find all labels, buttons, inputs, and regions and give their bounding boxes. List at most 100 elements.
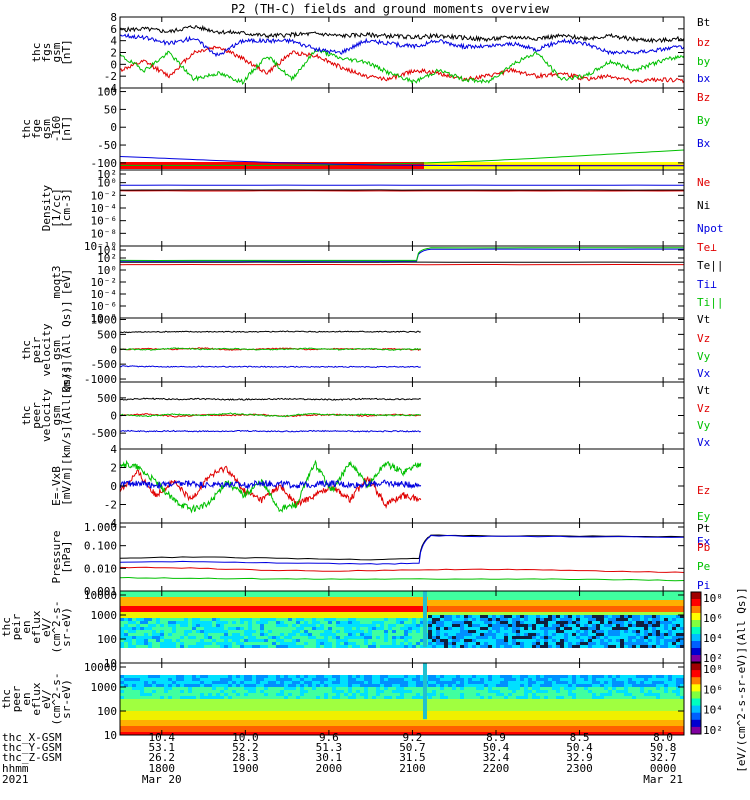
density-ylabel-2: [cm-3]	[60, 188, 73, 228]
pressure-ytick-label-1: 0.100	[84, 540, 117, 553]
peer_eflux-heatmap	[120, 663, 684, 735]
fge-legend-1: By	[697, 114, 711, 127]
peer_velocity-legend-3: Vx	[697, 436, 711, 449]
fge-frame	[119, 87, 685, 171]
peir_eflux-ytick-label-2: 100	[97, 633, 117, 646]
colorbar-0-tick-2: 10⁴	[703, 632, 723, 645]
peir_eflux-ytick-label-0: 10000	[84, 589, 117, 602]
fge-legend-0: Bz	[697, 91, 710, 104]
temperature-legend-0: Te⊥	[697, 241, 717, 254]
fgs-ytick-label-4: 4	[110, 35, 117, 48]
ephem-2-4: 32.4	[483, 751, 510, 764]
peer_velocity-ylabel-1: peer	[30, 402, 43, 429]
efield-ylabel-1: [mV/m]	[60, 466, 73, 506]
ephem-2-0: 26.2	[149, 751, 176, 764]
ephem-0-6: 8.0	[653, 731, 673, 744]
density-ylabel-1: [1/cc]	[50, 188, 63, 228]
fgs-series-1	[119, 45, 685, 85]
peer_eflux-ylabel-1: peer	[10, 685, 23, 712]
colorbar-0-seg-9	[691, 655, 701, 663]
colorbar-1-seg-9	[691, 726, 701, 735]
colorbar-1-seg-7	[691, 712, 701, 721]
peer_velocity-legend-2: Vy	[697, 419, 711, 432]
temperature-ytick-label-4: 10⁻⁴	[91, 288, 118, 301]
peer_eflux-ylabel-4: eV/	[40, 689, 53, 709]
fgs-ytick-label-6: 8	[110, 11, 117, 24]
colorbar-1-seg-2	[691, 677, 701, 685]
temperature-ylabel-0: moqt3	[50, 265, 63, 298]
fgs-ylabel-2: gsm	[50, 42, 63, 62]
ephem-0-5: 8.5	[570, 731, 590, 744]
efield-legend-2: Ex	[697, 535, 711, 548]
efield-ytick-label-3: 2	[110, 462, 117, 475]
peer_eflux-ylabel-5: (cm^2-s-	[50, 673, 63, 726]
efield-ylabel-0: E=-VxB	[50, 466, 63, 506]
colorbar-1-seg-4	[691, 691, 701, 699]
fgs-series-0	[119, 24, 685, 44]
colorbar-1-seg-6	[691, 705, 701, 714]
ephem-0-0: 10.4	[149, 731, 176, 744]
colorbar-0-seg-3	[691, 613, 701, 621]
ephem-1-3: 50.7	[399, 741, 426, 754]
peer_velocity-ylabel-3: gsm	[50, 405, 63, 425]
colorbar-0-tick-0: 10⁸	[703, 592, 723, 605]
temperature-ytick-label-2: 10⁰	[97, 264, 117, 277]
peir_eflux-ylabel-4: eV/	[40, 617, 53, 637]
temperature-ytick-label-6: 10⁻⁸	[91, 312, 118, 325]
peer_velocity-legend-0: Vt	[697, 384, 710, 397]
peer_velocity-ylabel-4: [km/s](All Qs)]	[60, 366, 73, 465]
temperature-frame	[119, 245, 685, 319]
pressure-series-0	[119, 534, 685, 561]
temperature-legend-1: Te||	[697, 259, 724, 272]
peer_eflux-ylabel-3: eflux	[30, 682, 43, 715]
ephem-0-2: 9.6	[319, 731, 339, 744]
peir_eflux-ylabel-1: peir	[10, 613, 23, 640]
date-start: Mar 20	[142, 773, 182, 786]
colorbar-0-seg-6	[691, 634, 701, 642]
peer_velocity-ylabel-0: thc	[20, 406, 33, 426]
peir_eflux-ytick-label-1: 1000	[91, 609, 118, 622]
temperature-ytick-label-0: 10⁴	[97, 244, 117, 257]
peir_velocity-ytick-label-1: -500	[91, 358, 118, 371]
peir_velocity-legend-1: Vz	[697, 332, 710, 345]
ephem-3-4: 2200	[483, 762, 510, 775]
density-legend-2: Npot	[697, 222, 724, 235]
fge-series-2	[119, 156, 684, 167]
pressure-ylabel-1: [nPa]	[60, 540, 73, 573]
temperature-series-3	[119, 247, 684, 262]
ephem-1-5: 50.4	[566, 741, 593, 754]
peir_eflux-ylabel-5: (cm^2-s-	[50, 601, 63, 654]
density-legend-0: Ne	[697, 176, 710, 189]
efield-series-2	[119, 479, 422, 490]
peer_eflux-frame	[119, 662, 685, 736]
colorbar-0-seg-0	[691, 592, 701, 600]
fgs-ylabel-3: [nT]	[60, 39, 73, 66]
colorbar-1-seg-8	[691, 719, 701, 728]
ephem-3-5: 2300	[566, 762, 593, 775]
peer_eflux-ylabel-6: sr-eV)	[60, 679, 73, 719]
temperature-ytick-label-5: 10⁻⁶	[91, 300, 118, 313]
temperature-legend-2: Ti⊥	[697, 278, 717, 291]
pressure-legend-3: Pi	[697, 579, 710, 592]
density-ytick-label-5: 10⁻⁸	[91, 227, 118, 240]
ephem-row-label-1: thc_Y-GSM	[2, 741, 62, 754]
pressure-ytick-label-3: 0.001	[84, 585, 117, 598]
fgs-legend-0: Bt	[697, 16, 710, 29]
fge-ytick-label-2: 0	[110, 121, 117, 134]
colorbar-0-seg-8	[691, 648, 701, 656]
fge-legend-2: Bx	[697, 137, 711, 150]
peir_velocity-ylabel-0: thc	[20, 340, 33, 360]
density-ylabel-0: Density	[40, 184, 53, 231]
pressure-legend-2: Pe	[697, 560, 710, 573]
peer_velocity-series-0	[119, 397, 422, 401]
fgs-legend-2: by	[697, 55, 711, 68]
colorbar-0-tick-3: 10²	[703, 652, 723, 665]
peer_velocity-ylabel-2: velocity	[40, 389, 53, 442]
colorbar-1-seg-1	[691, 670, 701, 678]
peer_velocity-ytick-label-2: 500	[97, 392, 117, 405]
fge-ylabel-3: -160	[50, 116, 63, 143]
density-ytick-label-4: 10⁻⁶	[91, 215, 118, 228]
peer_eflux-ylabel-0: thc	[0, 689, 13, 709]
efield-legend-0: Ez	[697, 484, 710, 497]
